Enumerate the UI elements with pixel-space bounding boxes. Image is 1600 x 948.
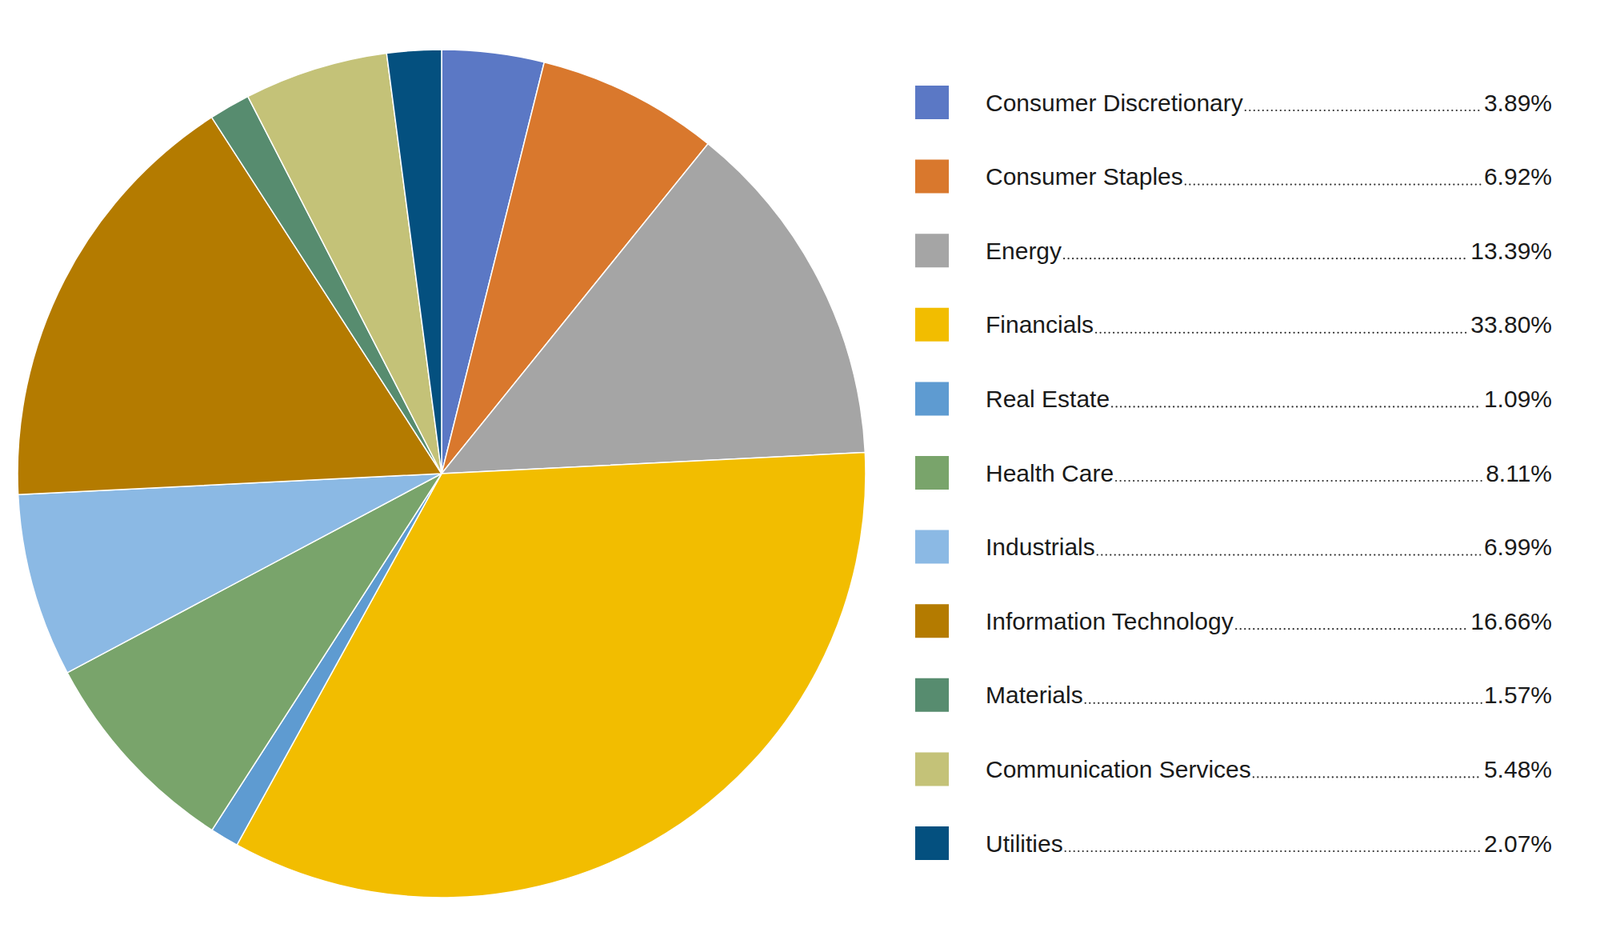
svg-text:5.48%: 5.48% — [1484, 756, 1552, 783]
svg-text:8.11%: 8.11% — [1485, 460, 1552, 487]
svg-text:Materials: Materials — [985, 681, 1084, 708]
svg-text:Utilities: Utilities — [985, 830, 1064, 857]
svg-text:Health Care: Health Care — [985, 460, 1114, 487]
svg-text:Real Estate: Real Estate — [985, 385, 1110, 412]
svg-text:Industrials: Industrials — [985, 533, 1096, 560]
svg-text:13.39%: 13.39% — [1470, 237, 1552, 264]
svg-text:Consumer Staples: Consumer Staples — [985, 163, 1184, 190]
svg-text:Energy: Energy — [985, 237, 1062, 264]
svg-text:2.07%: 2.07% — [1484, 830, 1552, 857]
svg-text:16.66%: 16.66% — [1470, 608, 1552, 635]
svg-text:1.57%: 1.57% — [1484, 681, 1552, 708]
svg-text:33.80%: 33.80% — [1470, 311, 1552, 338]
svg-text:Communication Services: Communication Services — [985, 756, 1252, 783]
svg-text:Information Technology: Information Technology — [985, 608, 1234, 635]
svg-text:Financials: Financials — [985, 311, 1094, 338]
svg-text:6.92%: 6.92% — [1484, 163, 1552, 190]
svg-text:6.99%: 6.99% — [1484, 533, 1552, 560]
svg-text:1.09%: 1.09% — [1484, 385, 1552, 412]
svg-text:Consumer Discretionary: Consumer Discretionary — [985, 89, 1244, 116]
svg-text:3.89%: 3.89% — [1484, 89, 1552, 116]
